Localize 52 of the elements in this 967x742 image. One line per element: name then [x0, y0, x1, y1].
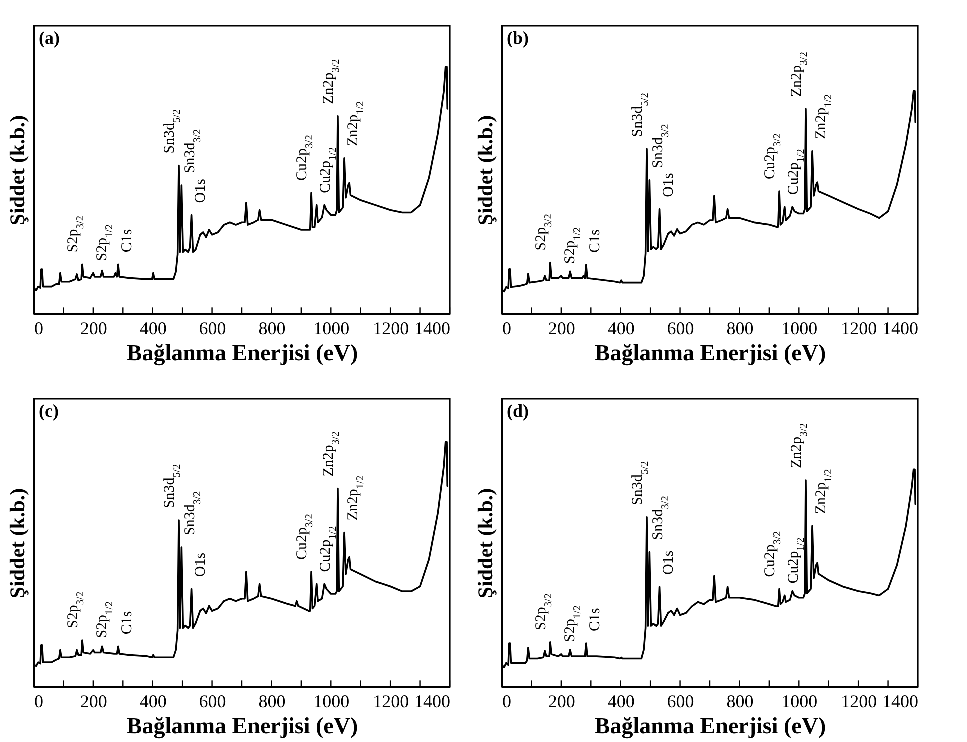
x-tick-label: 1000 [314, 692, 350, 712]
x-tick-label: 800 [258, 318, 286, 338]
x-tick-label: 200 [548, 318, 576, 338]
x-tick-label: 1400 [882, 318, 918, 338]
x-tick-label: 200 [548, 692, 576, 712]
x-tick-label: 400 [140, 692, 167, 712]
x-tick-label: 400 [140, 318, 167, 338]
annotation: O1s [192, 552, 209, 578]
x-tick-label: 600 [199, 318, 226, 338]
y-axis-title: Şiddet (k.b.) [6, 115, 30, 226]
x-tick-label: 600 [199, 692, 226, 712]
x-tick-label: 200 [80, 318, 108, 338]
x-tick-label: 1000 [314, 318, 350, 338]
x-tick-label: 1400 [882, 692, 918, 712]
x-tick-label: 1200 [841, 318, 878, 338]
x-tick-label: 1200 [373, 692, 410, 712]
x-axis-title: Bağlanma Enerjisi (eV) [126, 714, 358, 740]
annotation: O1s [192, 178, 209, 204]
x-tick-label: 1200 [841, 692, 878, 712]
x-tick-label: 400 [608, 692, 635, 712]
x-tick-label: 1400 [414, 318, 450, 338]
x-tick-label: 0 [34, 318, 44, 338]
y-axis-title: Şiddet (k.b.) [474, 488, 498, 599]
annotation: C1s [587, 608, 604, 632]
x-tick-label: 400 [608, 318, 635, 338]
x-tick-label: 1400 [414, 692, 450, 712]
annotation: O1s [660, 550, 677, 576]
y-axis-title: Şiddet (k.b.) [6, 488, 30, 599]
x-tick-label: 800 [726, 692, 754, 712]
x-tick-label: 0 [502, 692, 512, 712]
x-axis-title: Bağlanma Enerjisi (eV) [594, 340, 826, 366]
x-tick-label: 0 [34, 692, 44, 712]
chart-title: (d) [507, 401, 530, 421]
x-tick-label: 600 [667, 318, 694, 338]
chart-title: (a) [39, 28, 60, 48]
x-tick-label: 0 [502, 318, 512, 338]
x-tick-label: 1000 [782, 692, 818, 712]
chart-title: (b) [507, 28, 530, 48]
y-axis-title: Şiddet (k.b.) [474, 115, 498, 226]
x-axis-title: Bağlanma Enerjisi (eV) [594, 714, 826, 740]
annotation: C1s [587, 230, 604, 254]
annotation: C1s [119, 611, 136, 635]
annotation: C1s [119, 229, 136, 253]
x-tick-label: 200 [80, 692, 108, 712]
chart-title: (c) [39, 401, 59, 421]
x-tick-label: 800 [258, 692, 286, 712]
annotation: O1s [660, 172, 677, 198]
x-axis-title: Bağlanma Enerjisi (eV) [126, 340, 358, 366]
x-tick-label: 800 [726, 318, 754, 338]
x-tick-label: 1000 [782, 318, 818, 338]
x-tick-label: 600 [667, 692, 694, 712]
x-tick-label: 1200 [373, 318, 410, 338]
